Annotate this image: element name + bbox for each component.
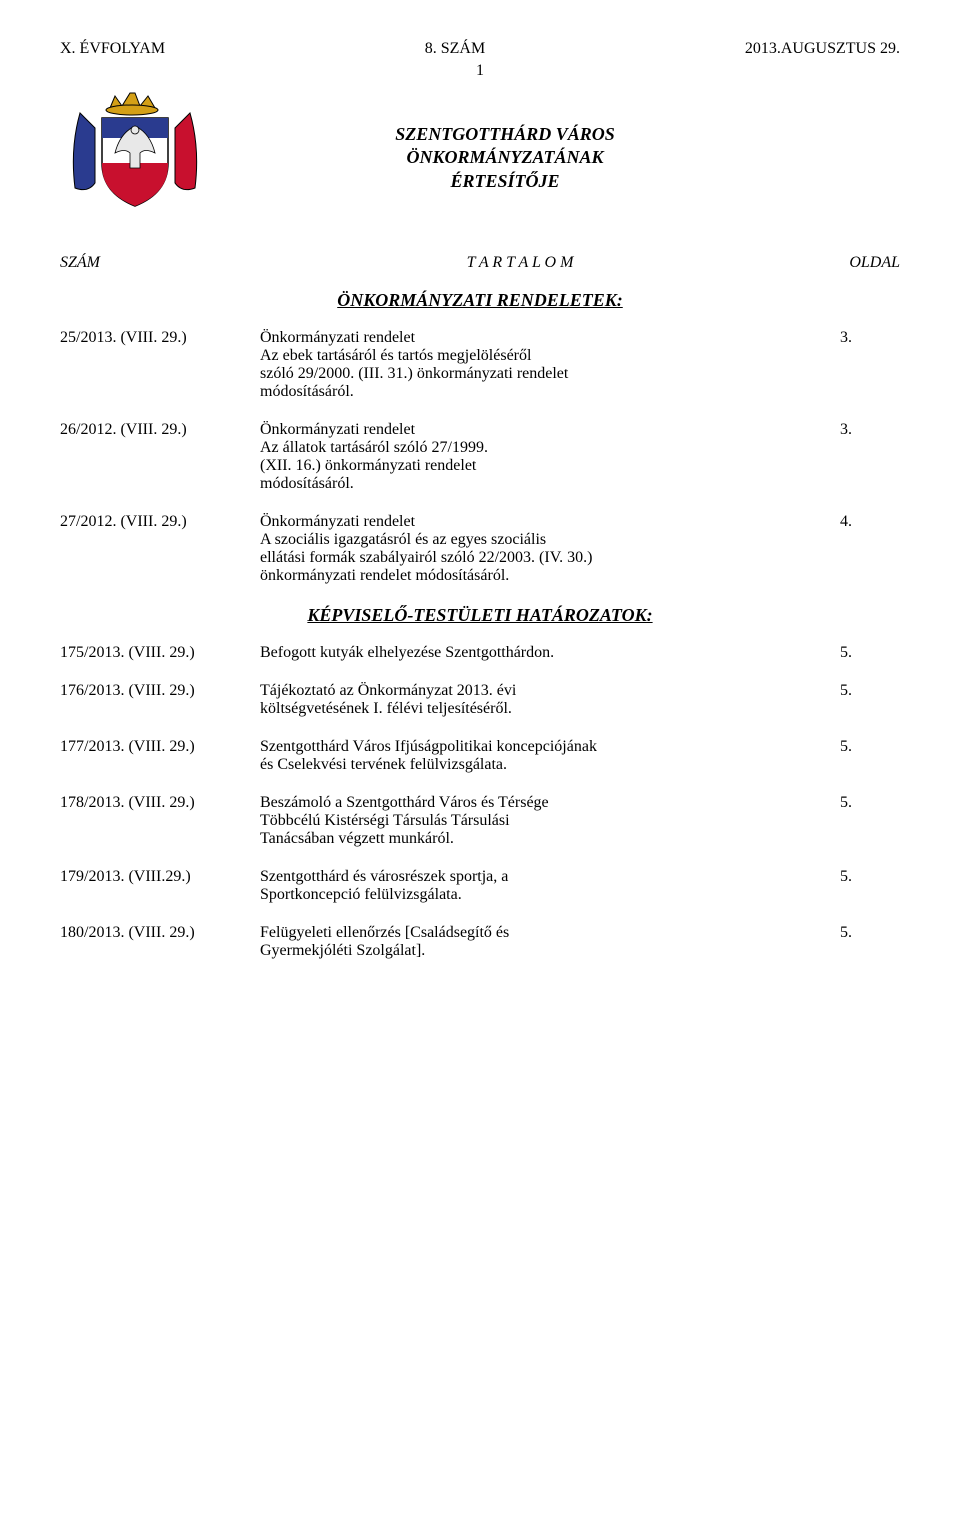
entry-number: 177/2013. (VIII. 29.) <box>60 738 260 756</box>
table-row: 176/2013. (VIII. 29.)Tájékoztató az Önko… <box>60 682 900 718</box>
table-row: 178/2013. (VIII. 29.)Beszámoló a Szentgo… <box>60 794 900 848</box>
entry-text: Szentgotthárd Város Ifjúságpolitikai kon… <box>260 738 840 774</box>
entry-text: Befogott kutyák elhelyezése Szentgotthár… <box>260 644 840 662</box>
col-oldal: OLDAL <box>780 254 900 272</box>
table-row: 25/2013. (VIII. 29.)Önkormányzati rendel… <box>60 329 900 401</box>
document-title: SZENTGOTTHÁRD VÁROS ÖNKORMÁNYZATÁNAK ÉRT… <box>230 88 900 193</box>
col-tartalom: T A R T A L O M <box>260 254 780 272</box>
issue-label: 8. SZÁM <box>425 40 485 58</box>
date-label: 2013.AUGUSZTUS 29. <box>745 40 900 58</box>
column-header-row: SZÁM T A R T A L O M OLDAL <box>60 254 900 272</box>
table-row: 177/2013. (VIII. 29.)Szentgotthárd Város… <box>60 738 900 774</box>
rendeletek-list: 25/2013. (VIII. 29.)Önkormányzati rendel… <box>60 329 900 585</box>
title-line-2: ÖNKORMÁNYZATÁNAK <box>406 147 603 167</box>
title-line-1: SZENTGOTTHÁRD VÁROS <box>395 124 615 144</box>
entry-number: 176/2013. (VIII. 29.) <box>60 682 260 700</box>
table-row: 180/2013. (VIII. 29.)Felügyeleti ellenőr… <box>60 924 900 960</box>
title-block: SZENTGOTTHÁRD VÁROS ÖNKORMÁNYZATÁNAK ÉRT… <box>60 88 900 218</box>
entry-text: Önkormányzati rendelet Az ebek tartásáró… <box>260 329 840 401</box>
table-row: 27/2012. (VIII. 29.)Önkormányzati rendel… <box>60 513 900 585</box>
table-row: 175/2013. (VIII. 29.)Befogott kutyák elh… <box>60 644 900 662</box>
title-line-3: ÉRTESÍTŐJE <box>450 171 559 191</box>
entry-page: 3. <box>840 329 900 347</box>
entry-number: 25/2013. (VIII. 29.) <box>60 329 260 347</box>
entry-page: 5. <box>840 924 900 942</box>
coat-of-arms-icon <box>60 88 210 218</box>
entry-page: 5. <box>840 868 900 886</box>
table-row: 179/2013. (VIII.29.)Szentgotthárd és vár… <box>60 868 900 904</box>
section-hatarozatok: KÉPVISELŐ-TESTÜLETI HATÁROZATOK: <box>60 605 900 626</box>
header-row: X. ÉVFOLYAM 8. SZÁM 2013.AUGUSZTUS 29. <box>60 40 900 58</box>
entry-number: 26/2012. (VIII. 29.) <box>60 421 260 439</box>
entry-number: 27/2012. (VIII. 29.) <box>60 513 260 531</box>
page-number: 1 <box>60 62 900 80</box>
entry-text: Szentgotthárd és városrészek sportja, a … <box>260 868 840 904</box>
entry-page: 3. <box>840 421 900 439</box>
col-szam: SZÁM <box>60 254 260 272</box>
section-rendeletek: ÖNKORMÁNYZATI RENDELETEK: <box>60 290 900 311</box>
entry-page: 4. <box>840 513 900 531</box>
volume-label: X. ÉVFOLYAM <box>60 40 165 58</box>
entry-page: 5. <box>840 682 900 700</box>
entry-text: Önkormányzati rendelet Az állatok tartás… <box>260 421 840 493</box>
entry-number: 180/2013. (VIII. 29.) <box>60 924 260 942</box>
entry-page: 5. <box>840 644 900 662</box>
entry-number: 179/2013. (VIII.29.) <box>60 868 260 886</box>
entry-number: 178/2013. (VIII. 29.) <box>60 794 260 812</box>
entry-text: Felügyeleti ellenőrzés [Családsegítő és … <box>260 924 840 960</box>
table-row: 26/2012. (VIII. 29.)Önkormányzati rendel… <box>60 421 900 493</box>
hatarozatok-list: 175/2013. (VIII. 29.)Befogott kutyák elh… <box>60 644 900 960</box>
entry-number: 175/2013. (VIII. 29.) <box>60 644 260 662</box>
entry-text: Beszámoló a Szentgotthárd Város és Térsé… <box>260 794 840 848</box>
entry-text: Önkormányzati rendelet A szociális igazg… <box>260 513 840 585</box>
entry-page: 5. <box>840 794 900 812</box>
entry-text: Tájékoztató az Önkormányzat 2013. évi kö… <box>260 682 840 718</box>
entry-page: 5. <box>840 738 900 756</box>
